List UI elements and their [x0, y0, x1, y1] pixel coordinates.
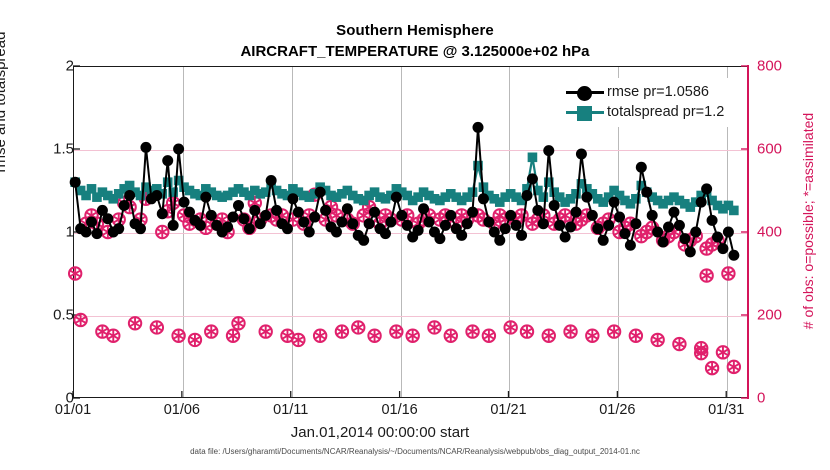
x-axis-tick-label: 01/16: [381, 402, 418, 418]
gridline-vertical: [400, 67, 402, 397]
x-axis-tick-label: 01/01: [54, 402, 92, 418]
y-axis-tick-label: 1: [65, 223, 74, 241]
page-title: Southern Hemisphere: [336, 22, 494, 39]
gridline-vertical: [509, 67, 511, 397]
legend-marker-totalspread: [566, 105, 604, 121]
x-axis-tick-label: 01/06: [163, 402, 201, 418]
y2-axis-tick-label: 800: [757, 57, 783, 75]
x-axis-tick-label: 01/21: [490, 402, 527, 418]
legend-item-rmse[interactable]: rmse pr=1.0586: [566, 82, 724, 102]
chart-legend: rmse pr=1.0586 totalspread pr=1.2: [560, 78, 732, 127]
y2-axis-label: # of obs: o=possible; *=assimilated: [800, 112, 816, 330]
data-file-caption: data file: /Users/gharamti/Documents/NCA…: [190, 447, 640, 456]
gridline-horizontal: [74, 233, 747, 234]
gridline-horizontal: [74, 150, 747, 151]
y-axis-tick-label: 2: [65, 57, 74, 75]
x-axis-tick-label: 01/31: [708, 402, 745, 418]
y-axis-label: rmse and totalspread: [0, 31, 9, 173]
legend-label-rmse: rmse pr=1.0586: [607, 84, 709, 100]
gridline-horizontal: [74, 316, 747, 317]
right-axis-spine: [747, 65, 749, 399]
y-axis-tick-label: 1.5: [53, 140, 74, 158]
y2-axis-tick-label: 600: [757, 140, 783, 158]
y2-axis-tick-label: 0: [757, 389, 766, 407]
chart-subtitle: AIRCRAFT_TEMPERATURE @ 3.125000e+02 hPa: [240, 43, 590, 60]
x-axis-tick-label: 01/11: [273, 402, 309, 418]
y-axis-tick-label: 0: [65, 389, 74, 407]
y2-axis-tick-label: 400: [757, 223, 783, 241]
legend-label-totalspread: totalspread pr=1.2: [607, 104, 725, 120]
legend-item-totalspread[interactable]: totalspread pr=1.2: [566, 102, 724, 122]
x-axis-tick-label: 01/26: [599, 402, 636, 418]
y2-axis-tick-label: 200: [757, 306, 783, 324]
chart-title-block: Southern Hemisphere AIRCRAFT_TEMPERATURE…: [0, 22, 830, 60]
gridline-vertical: [182, 67, 184, 397]
legend-marker-rmse: [566, 85, 604, 101]
x-axis-label: Jan.01,2014 00:00:00 start: [290, 424, 470, 441]
gridline-vertical: [291, 67, 293, 397]
y-axis-tick-label: 0.5: [53, 306, 74, 324]
